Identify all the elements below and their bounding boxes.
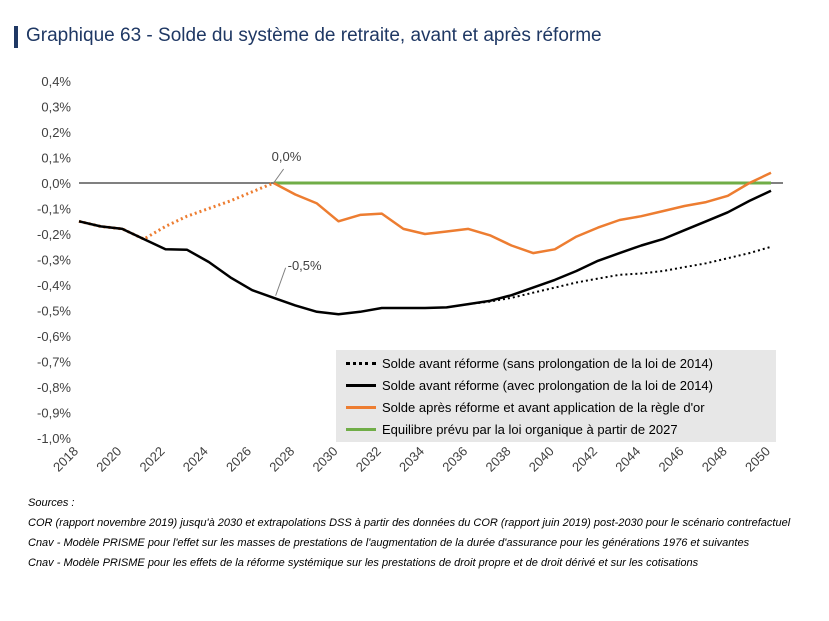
sources-block: Sources : COR (rapport novembre 2019) ju… [28, 496, 798, 576]
series-line-sans-prolongation [468, 245, 772, 306]
legend-item-2: Solde après réforme et avant application… [346, 398, 705, 416]
legend-swatch-0 [346, 361, 376, 365]
annotation-leader-zero [273, 168, 285, 184]
y-tick-label: 0,4% [41, 74, 71, 89]
y-tick-label: -0,9% [37, 406, 71, 421]
y-tick-label: -0,5% [37, 304, 71, 319]
y-tick-label: -0,3% [37, 253, 71, 268]
sources-heading: Sources : [28, 497, 75, 509]
series-line-avec-prolongation [78, 189, 772, 316]
y-tick-label: 0,0% [41, 176, 71, 191]
y-tick-label: -0,8% [37, 380, 71, 395]
series-line-apres-reforme [273, 171, 772, 255]
legend-label-0: Solde avant réforme (sans prolongation d… [382, 355, 713, 371]
y-tick-label: -1,0% [37, 431, 71, 446]
x-tick-label: 2028 [266, 444, 297, 475]
x-tick-label: 2046 [656, 444, 687, 475]
legend-item-1: Solde avant réforme (avec prolongation d… [346, 376, 713, 394]
legend-label-2: Solde après réforme et avant application… [382, 399, 705, 415]
sources-line-1: Cnav - Modèle PRISME pour l'effet sur le… [28, 537, 750, 549]
y-tick-label: 0,2% [41, 125, 71, 140]
legend-item-3: Equilibre prévu par la loi organique à p… [346, 420, 678, 438]
annotation-leader-minus [275, 267, 287, 296]
chart-title-separator: - [141, 25, 159, 46]
sources-line-2: Cnav - Modèle PRISME pour les effets de … [28, 557, 699, 569]
annotation-zero-label: 0,0% [272, 149, 302, 164]
annotation-minus-label: -0,5% [288, 258, 322, 273]
x-tick-label: 2022 [137, 444, 168, 475]
x-tick-label: 2024 [180, 444, 211, 475]
legend-swatch-1 [346, 383, 376, 387]
x-tick-label: 2042 [569, 444, 600, 475]
x-tick-label: 2036 [439, 444, 470, 475]
x-tick-label: 2018 [50, 444, 81, 475]
x-tick-label: 2030 [310, 444, 341, 475]
y-tick-label: -0,2% [37, 227, 71, 242]
y-tick-label: -0,6% [37, 329, 71, 344]
y-tick-label: -0,4% [37, 278, 71, 293]
x-tick-label: 2034 [396, 444, 427, 475]
title-accent-bar [14, 26, 18, 48]
x-tick-label: 2040 [526, 444, 557, 475]
legend-swatch-3 [346, 427, 376, 431]
legend-label-1: Solde avant réforme (avec prolongation d… [382, 377, 713, 393]
chart-legend: Solde avant réforme (sans prolongation d… [336, 350, 776, 442]
y-tick-label: -0,1% [37, 202, 71, 217]
x-tick-label: 2048 [699, 444, 730, 475]
x-tick-label: 2038 [483, 444, 514, 475]
chart-title-number: Graphique 63 [26, 25, 142, 46]
legend-item-0: Solde avant réforme (sans prolongation d… [346, 354, 713, 372]
chart-title-text: Solde du système de retraite, avant et a… [158, 25, 602, 46]
y-tick-label: 0,1% [41, 151, 71, 166]
x-tick-label: 2044 [612, 444, 643, 475]
y-tick-label: 0,3% [41, 100, 71, 115]
y-tick-label: -0,7% [37, 355, 71, 370]
sources-line-0: COR (rapport novembre 2019) jusqu'à 2030… [28, 517, 791, 529]
series-line-orange-dotted [78, 181, 275, 241]
chart-title: Graphique 63 - Solde du système de retra… [26, 25, 602, 47]
x-tick-label: 2032 [353, 444, 384, 475]
x-tick-label: 2050 [742, 444, 773, 475]
legend-label-3: Equilibre prévu par la loi organique à p… [382, 421, 678, 437]
legend-swatch-2 [346, 405, 376, 409]
x-tick-label: 2026 [223, 444, 254, 475]
x-tick-label: 2020 [93, 444, 124, 475]
